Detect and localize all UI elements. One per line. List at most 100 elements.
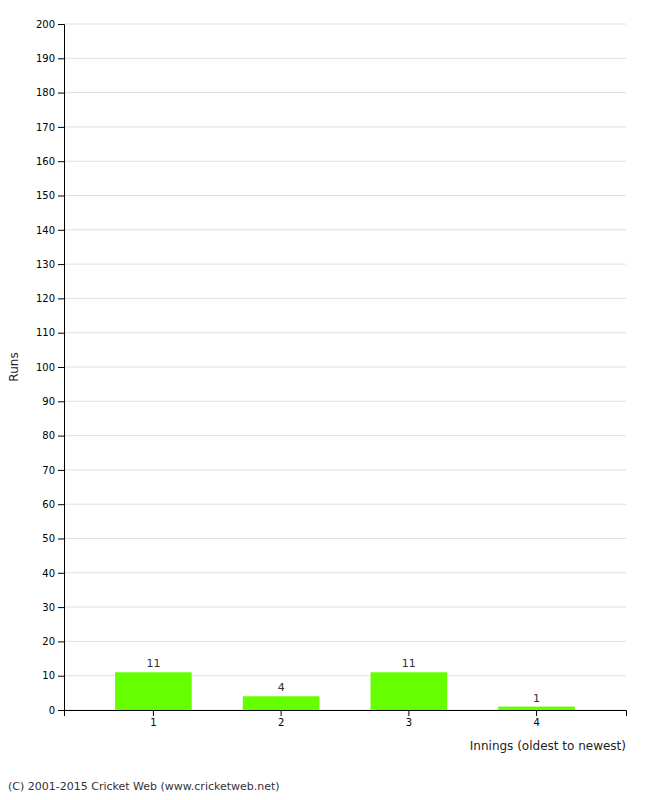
y-tick-mark [58, 573, 64, 574]
x-tick-label: 2 [278, 717, 284, 728]
y-tick-label: 100 [36, 362, 55, 373]
y-tick-mark [58, 676, 64, 677]
y-tick: 130 [36, 259, 64, 270]
y-tick-mark [58, 127, 64, 128]
x-axis-title: Innings (oldest to newest) [470, 739, 626, 753]
x-tick-label: 3 [406, 717, 412, 728]
grid-line [64, 161, 626, 162]
y-tick-label: 160 [36, 156, 55, 167]
y-tick-mark [58, 264, 64, 265]
bar [371, 672, 448, 710]
grid-line [64, 298, 626, 299]
y-axis-title: Runs [7, 352, 21, 381]
y-tick-mark [58, 710, 64, 711]
y-tick-mark [58, 24, 64, 25]
footer: (C) 2001-2015 Cricket Web (www.cricketwe… [8, 780, 280, 793]
y-tick: 200 [36, 19, 64, 30]
y-tick: 100 [36, 362, 64, 373]
y-tick-label: 50 [42, 533, 55, 544]
y-tick-label: 140 [36, 225, 55, 236]
y-tick-mark [58, 641, 64, 642]
y-tick: 150 [36, 190, 64, 201]
grid-line [64, 607, 626, 608]
y-tick-mark [58, 161, 64, 162]
y-tick: 140 [36, 225, 64, 236]
y-tick-mark [58, 58, 64, 59]
y-tick-label: 110 [36, 327, 55, 338]
y-tick-mark [58, 333, 64, 334]
grid-line [64, 367, 626, 368]
y-tick-label: 0 [49, 705, 55, 716]
y-tick: 10 [42, 670, 64, 681]
grid-line [64, 572, 626, 573]
y-tick: 30 [42, 602, 64, 613]
y-tick: 160 [36, 156, 64, 167]
x-tick-label: 4 [533, 717, 539, 728]
grid-line [64, 58, 626, 59]
y-tick-label: 200 [36, 19, 55, 30]
y-tick-mark [58, 539, 64, 540]
y-tick-label: 150 [36, 190, 55, 201]
x-tick: 3 [406, 710, 412, 728]
x-tick-mark [408, 710, 409, 716]
grid-line [64, 401, 626, 402]
y-tick: 60 [42, 499, 64, 510]
y-tick: 20 [42, 636, 64, 647]
grid-line [64, 504, 626, 505]
x-tick: 2 [278, 710, 284, 728]
y-tick-label: 70 [42, 465, 55, 476]
bar [115, 672, 192, 710]
y-tick-mark [58, 196, 64, 197]
x-tick-label: 1 [150, 717, 156, 728]
y-tick: 40 [42, 568, 64, 579]
y-tick-mark [58, 367, 64, 368]
y-tick-label: 10 [42, 670, 55, 681]
y-tick: 110 [36, 327, 64, 338]
plot: 1141110102030405060708090100110120130140… [36, 19, 627, 728]
data-label: 4 [278, 681, 285, 694]
y-tick: 70 [42, 465, 64, 476]
grid-line [64, 24, 626, 25]
y-tick-mark [58, 504, 64, 505]
y-tick: 170 [36, 122, 64, 133]
y-tick-mark [58, 401, 64, 402]
y-tick-label: 170 [36, 122, 55, 133]
y-axis: 0 10 20 30 40 50 60 70 80 90 100 110 120 130 140 150 160… [36, 19, 65, 716]
y-tick-mark [58, 607, 64, 608]
y-tick-label: 80 [42, 430, 55, 441]
y-tick-mark [58, 436, 64, 437]
y-axis-line [58, 25, 65, 711]
data-label: 1 [533, 692, 540, 705]
grid-line [64, 538, 626, 539]
y-tick-label: 180 [36, 87, 55, 98]
grid-line [64, 332, 626, 333]
y-tick: 0 [49, 705, 64, 716]
grid-line [64, 126, 626, 127]
y-tick: 190 [36, 53, 64, 64]
y-tick-mark [58, 470, 64, 471]
data-label: 11 [402, 657, 416, 670]
x-tick: 1 [150, 710, 156, 728]
grid-line [64, 264, 626, 265]
y-tick-label: 90 [42, 396, 55, 407]
x-tick: 4 [533, 710, 539, 728]
grid-line [64, 435, 626, 436]
grid-line [64, 92, 626, 93]
y-tick-mark [58, 230, 64, 231]
x-tick-mark [281, 710, 282, 716]
y-tick-label: 120 [36, 293, 55, 304]
bar [243, 696, 320, 710]
y-tick-label: 40 [42, 568, 55, 579]
y-tick-label: 190 [36, 53, 55, 64]
x-tick-mark [153, 710, 154, 716]
y-tick-label: 60 [42, 499, 55, 510]
y-tick-mark [58, 93, 64, 94]
x-axis: 1 2 3 4 [65, 710, 627, 728]
y-tick-label: 130 [36, 259, 55, 270]
bar [498, 707, 575, 710]
y-tick-label: 20 [42, 636, 55, 647]
data-label: 11 [146, 657, 160, 670]
grid-line [64, 195, 626, 196]
grid-line [64, 229, 626, 230]
y-tick: 120 [36, 293, 64, 304]
